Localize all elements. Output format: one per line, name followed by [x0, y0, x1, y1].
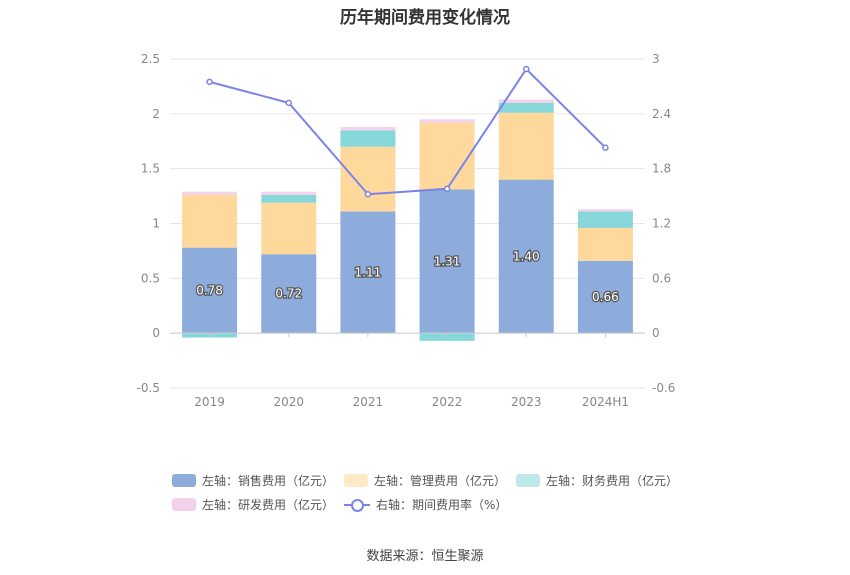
legend-swatch-sales [172, 474, 196, 487]
bar-admin [182, 194, 238, 248]
bar-rd [577, 209, 633, 212]
bar-finance [340, 130, 396, 147]
bar-rd [182, 191, 238, 195]
y-right-tick-label: 1.2 [652, 217, 671, 231]
chart-title: 历年期间费用变化情况 [340, 8, 510, 28]
bar-admin [261, 202, 317, 255]
legend-label-sales: 左轴：销售费用（亿元） [202, 474, 335, 488]
legend-item-rd[interactable]: 左轴：研发费用（亿元） [172, 496, 334, 513]
x-tick-label: 2022 [432, 395, 463, 409]
y-left-tick-label: 0.5 [141, 271, 160, 285]
data-label: 0.66 [592, 290, 619, 304]
y-left-tick-label: 1.5 [141, 162, 160, 176]
y-right-tick-label: 2.4 [652, 107, 671, 121]
data-label: 1.31 [434, 254, 461, 268]
rate-point [523, 65, 530, 73]
bar-admin [498, 112, 554, 180]
y-right-tick-label: 0.6 [652, 271, 671, 285]
x-tick-label: 2019 [194, 395, 225, 409]
y-right-tick-label: 3 [652, 52, 660, 66]
data-label: 0.72 [275, 287, 302, 301]
bar-finance [261, 194, 317, 203]
x-tick-label: 2020 [273, 395, 304, 409]
bar-admin [340, 146, 396, 212]
x-tick-label: 2023 [511, 395, 542, 409]
bar-sales [498, 179, 554, 334]
y-left-tick-label: 0 [152, 326, 160, 340]
legend-label-finance: 左轴：财务费用（亿元） [546, 474, 679, 488]
bar-sales [261, 254, 317, 334]
rate-point [602, 144, 609, 151]
x-tick-label: 2024H1 [582, 395, 629, 409]
y-right-tick-label: 1.8 [652, 162, 671, 176]
legend-swatch-rd [172, 498, 196, 511]
y-left-tick-label: 2.5 [141, 52, 160, 66]
legend-swatch-finance [516, 474, 540, 487]
legend-label-admin: 左轴：管理费用（亿元） [374, 474, 507, 488]
bar-sales [340, 211, 396, 334]
bar-admin [419, 122, 475, 190]
y-left-tick-label: 2 [152, 107, 160, 121]
rate-point [443, 185, 451, 193]
legend-item-finance[interactable]: 左轴：财务费用（亿元） [516, 472, 678, 489]
x-tick-label: 2021 [353, 395, 384, 409]
bar-sales [182, 247, 238, 334]
legend-label-rate: 右轴：期间费用率（%） [376, 498, 508, 512]
data-source: 数据来源：恒生聚源 [366, 549, 484, 564]
legend-swatch-rate [344, 498, 370, 512]
bar-rd [498, 99, 554, 103]
rate-point [285, 99, 292, 107]
bar-finance [577, 211, 633, 228]
bar-rd [340, 126, 396, 131]
y-left-tick-label: 1 [152, 217, 160, 231]
bar-rd [261, 191, 317, 195]
rate-point [364, 191, 372, 198]
rate-line [209, 67, 607, 196]
legend-item-sales[interactable]: 左轴：销售费用（亿元） [172, 472, 334, 489]
legend-label-rd: 左轴：研发费用（亿元） [202, 498, 335, 512]
y-left-tick-label: -0.5 [137, 381, 160, 395]
bar-admin [577, 227, 633, 261]
data-label: 1.11 [355, 265, 382, 279]
data-label: 0.78 [196, 283, 223, 297]
bar-sales [419, 189, 475, 334]
y-right-tick-label: 0 [652, 326, 660, 340]
bar-rd [419, 119, 475, 123]
legend-item-admin[interactable]: 左轴：管理费用（亿元） [344, 472, 506, 489]
data-label: 1.40 [513, 249, 540, 263]
legend-item-rate[interactable]: 右轴：期间费用率（%） [344, 496, 507, 513]
y-right-tick-label: -0.6 [652, 381, 675, 395]
bar-finance [498, 102, 554, 113]
rate-point [206, 78, 213, 86]
bar-sales [577, 260, 633, 334]
legend-swatch-admin [344, 474, 368, 487]
